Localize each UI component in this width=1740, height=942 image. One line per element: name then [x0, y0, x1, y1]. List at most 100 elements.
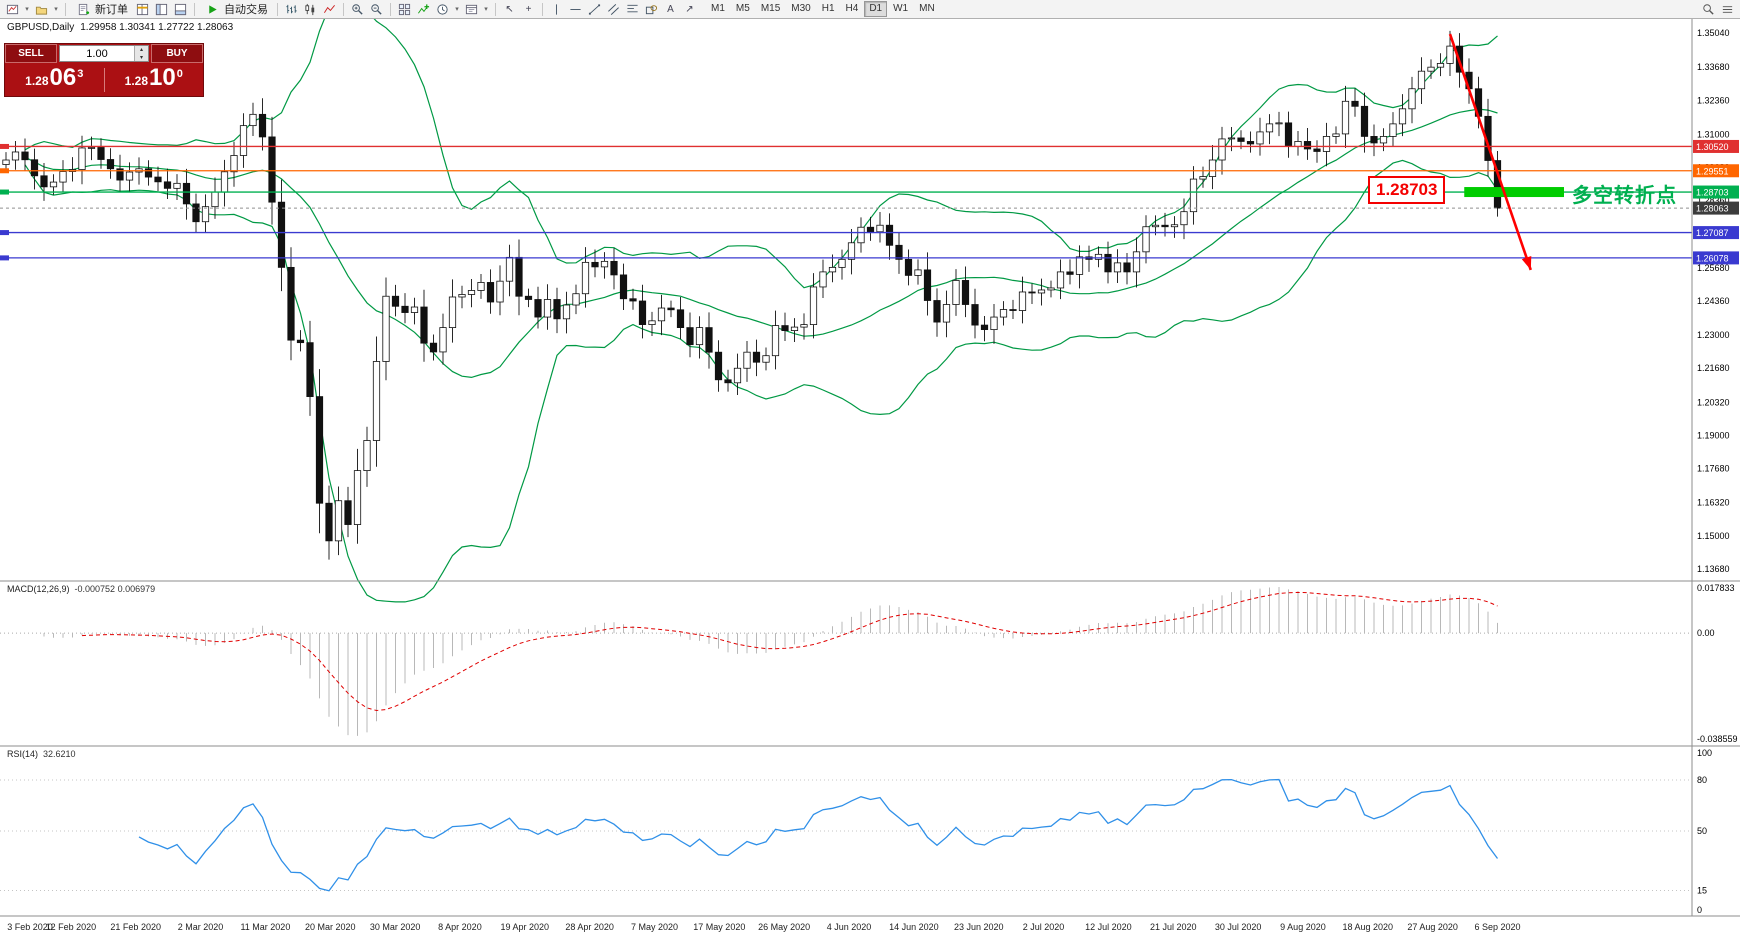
candle-body [762, 355, 770, 363]
fibonacci-tool-icon[interactable] [624, 1, 641, 17]
vertical-line-tool-icon[interactable] [548, 1, 565, 17]
candle-body [1294, 141, 1302, 147]
candle-body [163, 181, 172, 189]
volume-field: ▴ ▾ [59, 45, 149, 62]
candle-body [714, 351, 723, 381]
candle-body [11, 151, 20, 161]
autotrading-button[interactable]: 自动交易 [200, 1, 272, 17]
timeframe-button-h4[interactable]: H4 [845, 3, 859, 14]
channel-tool-icon[interactable] [605, 1, 622, 17]
candle-body [287, 266, 295, 341]
sell-price-base: 1.28 [25, 74, 49, 88]
market-watch-icon[interactable] [134, 1, 151, 17]
new-chart-icon[interactable] [4, 1, 21, 17]
trendline-tool-icon[interactable] [586, 1, 603, 17]
candlestick-chart-icon[interactable] [302, 1, 319, 17]
zoom-out-icon[interactable] [368, 1, 385, 17]
turning-point-text[interactable]: 多空转折点 [1572, 185, 1677, 207]
horizontal-line-tool-icon[interactable] [567, 1, 584, 17]
candle-body [306, 342, 314, 397]
bar-chart-icon[interactable] [283, 1, 300, 17]
chart-symbol-title: GBPUSD,Daily 1.29958 1.30341 1.27722 1.28… [7, 22, 233, 33]
zoom-in-icon[interactable] [349, 1, 366, 17]
indicators-icon[interactable] [415, 1, 432, 17]
periods-clock-icon[interactable] [434, 1, 451, 17]
timeframe-button-m30[interactable]: M30 [791, 3, 811, 14]
navigator-icon[interactable] [153, 1, 170, 17]
text-tool-icon[interactable]: A [667, 3, 674, 15]
menu-icon[interactable] [1719, 1, 1736, 17]
terminal-icon[interactable] [172, 1, 189, 17]
chart-window[interactable]: 1.350401.336801.323601.310001.296801.283… [0, 19, 1740, 942]
candle-body [1123, 262, 1131, 273]
rsi-indicator-label: RSI(14) 32.6210 [7, 749, 76, 759]
candle-body [182, 182, 191, 205]
candle-body [1398, 108, 1407, 125]
candle-body [2, 159, 10, 165]
sell-price[interactable]: 1.28 06 3 [5, 66, 104, 93]
chart-canvas[interactable]: 1.350401.336801.323601.310001.296801.283… [0, 19, 1740, 942]
candle-body [391, 295, 400, 307]
candle-body [1142, 226, 1150, 253]
buy-price[interactable]: 1.28 10 0 [105, 66, 204, 93]
buy-price-base: 1.28 [124, 74, 149, 88]
timeframe-button-h1[interactable]: H1 [821, 3, 835, 14]
candle-body [1436, 63, 1445, 68]
candle-body [467, 290, 476, 295]
volume-decrease-button[interactable]: ▾ [139, 55, 143, 61]
left-price-marker [0, 168, 9, 174]
buy-button[interactable]: BUY [151, 44, 203, 63]
timeframe-button-w1[interactable]: W1 [893, 3, 909, 14]
candle-body [1360, 105, 1369, 137]
price-tag-box [1693, 251, 1739, 265]
timeframe-button-d1[interactable]: D1 [864, 1, 888, 17]
sell-button[interactable]: SELL [5, 44, 57, 63]
templates-icon[interactable] [463, 1, 480, 17]
arrows-tool-icon[interactable]: ↗ [685, 3, 694, 15]
candle-body [372, 361, 381, 441]
candle-body [344, 500, 352, 525]
line-chart-icon[interactable] [321, 1, 338, 17]
timeframe-button-m15[interactable]: M15 [760, 3, 781, 14]
tile-windows-icon[interactable] [396, 1, 413, 17]
templates-dropdown-icon[interactable]: ▾ [484, 6, 488, 13]
profiles-icon[interactable] [33, 1, 50, 17]
search-icon[interactable] [1700, 1, 1717, 17]
rsi-panel: 100 80 50 15 0 [0, 748, 1712, 915]
shapes-tool-icon[interactable] [643, 1, 660, 17]
turning-point-bar[interactable] [1464, 187, 1564, 198]
timeframe-button-mn[interactable]: MN [919, 3, 935, 14]
candle-body [448, 296, 457, 328]
trend-arrow-line[interactable] [1448, 33, 1532, 271]
new-order-button[interactable]: 新订单 [71, 1, 132, 17]
periods-dropdown-icon[interactable]: ▾ [455, 6, 459, 13]
price-axis-label: 1.31000 [1697, 129, 1730, 139]
price-axis-label: 1.23000 [1697, 330, 1730, 340]
turning-point-price-label[interactable]: 1.28703 [1368, 176, 1446, 204]
candle-body [971, 304, 979, 326]
left-price-marker [0, 255, 9, 261]
candle-body [30, 159, 39, 177]
bollinger-upper-band [24, 19, 1498, 289]
time-axis-label: 14 Jun 2020 [889, 922, 939, 932]
cursor-icon[interactable]: ↖ [505, 3, 514, 15]
price-tag-box [1693, 185, 1739, 199]
price-tag-text: 1.29551 [1696, 166, 1729, 176]
volume-input[interactable] [60, 46, 134, 61]
timeframe-button-m5[interactable]: M5 [735, 3, 750, 14]
candle-body [87, 147, 96, 149]
price-axis-label: 1.13680 [1697, 564, 1730, 574]
timeframe-button-m1[interactable]: M1 [711, 3, 725, 14]
candle-body [1018, 291, 1027, 311]
price-axis-label: 1.25680 [1697, 263, 1730, 273]
profiles-dropdown-icon[interactable]: ▾ [54, 6, 58, 13]
rsi-line [138, 778, 1499, 892]
candle-body [1199, 176, 1207, 180]
bollinger-lower-band [24, 159, 1498, 603]
volume-increase-button[interactable]: ▴ [139, 47, 143, 53]
new-chart-dropdown-icon[interactable]: ▾ [25, 6, 29, 13]
candle-body [1056, 271, 1065, 289]
candle-body [325, 502, 333, 542]
rsi-scale-label: 15 [1697, 886, 1707, 896]
crosshair-icon[interactable]: + [525, 3, 532, 15]
